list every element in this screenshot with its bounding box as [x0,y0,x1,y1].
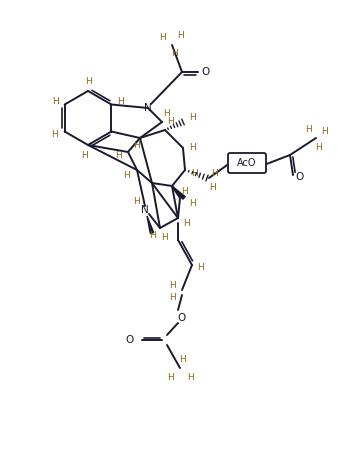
Text: H: H [51,130,58,139]
Text: H: H [85,78,92,87]
Text: H: H [198,262,204,272]
Text: H: H [117,97,124,106]
Text: H: H [315,143,321,152]
Text: H: H [82,151,88,160]
Text: H: H [182,188,188,197]
Text: H: H [133,142,140,151]
Text: H: H [171,50,177,59]
Text: O: O [296,172,304,182]
Text: H: H [190,114,196,123]
Text: H: H [167,118,173,126]
Text: H: H [116,151,122,160]
Text: O: O [201,67,209,77]
Text: H: H [212,169,219,178]
Text: H: H [191,169,197,178]
Text: H: H [179,355,185,364]
Text: O: O [177,313,185,323]
Text: H: H [52,97,59,106]
Text: H: H [159,32,165,41]
Text: H: H [163,110,169,119]
Text: H: H [149,231,155,240]
Text: H: H [183,218,189,227]
Text: H: H [161,234,168,243]
Polygon shape [172,186,185,199]
Text: H: H [134,198,140,207]
Text: H: H [124,170,130,179]
FancyBboxPatch shape [228,153,266,173]
Text: N: N [141,205,149,215]
Text: H: H [187,373,193,382]
Text: H: H [321,128,327,137]
Text: H: H [208,183,215,192]
Text: H: H [304,124,311,133]
Text: H: H [189,199,195,208]
Text: AcO: AcO [237,158,257,168]
Text: H: H [169,281,175,290]
Text: H: H [169,294,175,303]
Text: H: H [189,143,195,152]
Text: O: O [126,335,134,345]
Polygon shape [147,216,154,234]
Text: H: H [167,373,173,382]
Text: N: N [144,103,152,113]
Text: H: H [177,31,183,40]
